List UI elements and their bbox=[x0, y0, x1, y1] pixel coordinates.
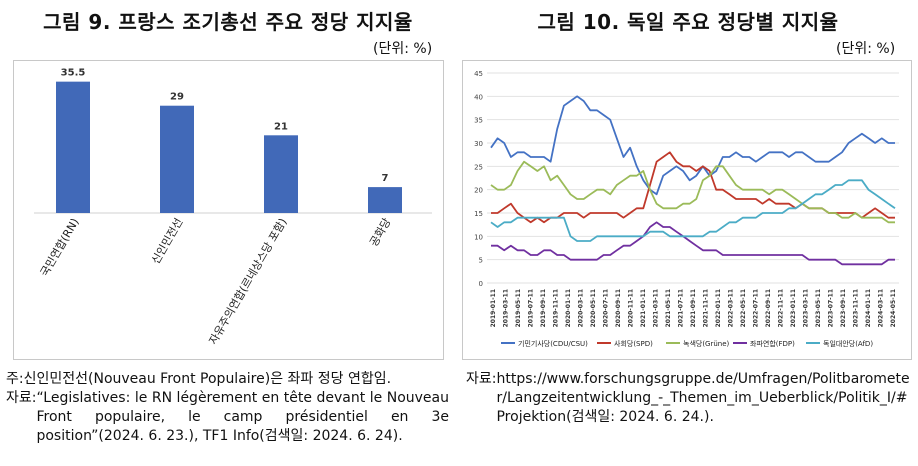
x-tick-label: 2020-01-11 bbox=[565, 289, 572, 327]
y-tick-label: 30 bbox=[474, 140, 483, 148]
source-text: “Legislatives: le RN légèrement en tête … bbox=[36, 390, 449, 444]
x-tick-label: 2020-09-11 bbox=[615, 289, 622, 327]
y-tick-label: 0 bbox=[479, 280, 483, 288]
x-tick-label: 2023-09-11 bbox=[840, 289, 847, 327]
bar-value-label: 7 bbox=[382, 173, 389, 184]
x-tick-label: 2023-05-11 bbox=[815, 289, 822, 327]
line-chart: 0 5 10 15 20 25 30 35 40 45 2019-01-11 2019-03-11 20… bbox=[474, 70, 899, 348]
left-unit-label: (단위: %) bbox=[373, 41, 433, 57]
right-chart-frame: 0 5 10 15 20 25 30 35 40 45 2019-01-11 2019-03-11 20… bbox=[462, 60, 912, 360]
bar-0 bbox=[56, 81, 90, 214]
left-source-row: 자료: “Legislatives: le RN légèrement en t… bbox=[6, 389, 449, 446]
legend-label: 독일대안당(AfD) bbox=[823, 339, 873, 348]
x-tick-label: 2021-11-11 bbox=[703, 289, 710, 327]
x-tick-label: 2021-03-11 bbox=[653, 289, 660, 327]
x-tick-label: 2020-03-11 bbox=[578, 289, 585, 327]
x-tick-label: 2024-05-11 bbox=[890, 289, 897, 327]
x-tick-label: 2023-11-11 bbox=[853, 289, 860, 327]
series-line-gruene bbox=[490, 160, 895, 224]
x-tick-label: 2024-01-11 bbox=[865, 289, 872, 327]
bar-1 bbox=[160, 105, 194, 213]
category-label: 자유주의연합(르네상스당 포함) bbox=[207, 216, 290, 347]
bar-chart: 35.5 국민연합(RN) 29 신인민전선 21 자유주의연합(르네상스당 포함) 7 공화… bbox=[34, 68, 432, 347]
y-tick-label: 25 bbox=[474, 163, 483, 171]
x-tick-label: 2022-07-11 bbox=[753, 289, 760, 327]
right-notes: 자료: https://www.forschungsgruppe.de/Umfr… bbox=[466, 370, 910, 427]
x-tick-label: 2024-03-11 bbox=[878, 289, 885, 327]
left-notes: 주: 신인민전선(Nouveau Front Populaire)은 좌파 정당… bbox=[6, 370, 449, 446]
x-tick-label: 2022-03-11 bbox=[728, 289, 735, 327]
x-tick-label: 2021-05-11 bbox=[665, 289, 672, 327]
x-tick-label: 2021-07-11 bbox=[678, 289, 685, 327]
x-tick-label: 2023-01-11 bbox=[790, 289, 797, 327]
series-line-fdp bbox=[491, 221, 895, 266]
bar-value-label: 29 bbox=[170, 92, 184, 103]
left-figure-title: 그림 9. 프랑스 조기총선 주요 정당 지지율 bbox=[43, 10, 413, 34]
x-tick-label: 2022-11-11 bbox=[778, 289, 785, 327]
right-figure-title: 그림 10. 독일 주요 정당별 지지율 bbox=[537, 10, 839, 34]
bar-value-label: 21 bbox=[274, 121, 288, 132]
y-tick-label: 20 bbox=[474, 187, 483, 195]
legend-label: 녹색당(Grüne) bbox=[683, 339, 730, 348]
series-line-spd bbox=[491, 151, 895, 224]
source-text: https://www.forschungsgruppe.de/Umfragen… bbox=[496, 371, 910, 425]
y-tick-label: 10 bbox=[474, 233, 483, 241]
series-line-afd bbox=[490, 179, 896, 242]
x-tick-label: 2021-09-11 bbox=[690, 289, 697, 327]
y-tick-label: 15 bbox=[474, 210, 483, 218]
x-tick-label: 2023-03-11 bbox=[803, 289, 810, 327]
x-tick-label: 2020-05-11 bbox=[590, 289, 597, 327]
x-tick-label: 2021-01-11 bbox=[640, 289, 647, 327]
x-tick-label: 2022-09-11 bbox=[765, 289, 772, 327]
x-tick-label: 2022-01-11 bbox=[715, 289, 722, 327]
left-note-row: 주: 신인민전선(Nouveau Front Populaire)은 좌파 정당… bbox=[6, 370, 449, 389]
right-source-row: 자료: https://www.forschungsgruppe.de/Umfr… bbox=[466, 370, 910, 427]
source-label: 자료: bbox=[466, 371, 497, 387]
y-tick-label: 40 bbox=[474, 93, 483, 101]
x-tick-label: 2019-07-11 bbox=[528, 289, 535, 327]
y-tick-label: 5 bbox=[479, 257, 483, 265]
x-tick-label: 2023-07-11 bbox=[828, 289, 835, 327]
x-tick-label: 2019-11-11 bbox=[553, 289, 560, 327]
legend-label: 좌파연합(FDP) bbox=[750, 339, 795, 348]
category-label: 국민연합(RN) bbox=[38, 216, 82, 279]
bar-2 bbox=[264, 135, 298, 213]
x-tick-label: 2020-11-11 bbox=[628, 289, 635, 327]
legend-label: 사회당(SPD) bbox=[614, 339, 653, 348]
source-label: 자료: bbox=[6, 390, 37, 406]
category-label: 공화당 bbox=[367, 216, 393, 249]
x-tick-label: 2020-07-11 bbox=[603, 289, 610, 327]
left-figure-panel: 그림 9. 프랑스 조기총선 주요 정당 지지율 (단위: %) 35.5 국민연… bbox=[0, 0, 456, 466]
x-tick-label: 2019-05-11 bbox=[515, 289, 522, 327]
note-label: 주: bbox=[6, 371, 24, 387]
bar-value-label: 35.5 bbox=[61, 68, 86, 79]
x-tick-label: 2019-01-11 bbox=[490, 289, 497, 327]
left-chart-frame: 35.5 국민연합(RN) 29 신인민전선 21 자유주의연합(르네상스당 포함) 7 공화… bbox=[13, 60, 444, 360]
right-figure-panel: 그림 10. 독일 주요 정당별 지지율 (단위: %) 0 5 10 15 20 25 3… bbox=[458, 0, 918, 466]
right-unit-label: (단위: %) bbox=[836, 41, 896, 57]
x-tick-label: 2019-09-11 bbox=[540, 289, 547, 327]
series-line-cdu bbox=[490, 95, 895, 196]
note-text: 신인민전선(Nouveau Front Populaire)은 좌파 정당 연합… bbox=[23, 371, 392, 387]
y-tick-label: 45 bbox=[474, 70, 483, 78]
legend-label: 기민기사당(CDU/CSU) bbox=[518, 339, 588, 348]
bar-3 bbox=[368, 187, 402, 213]
category-label: 신인민전선 bbox=[149, 216, 186, 266]
x-tick-label: 2019-03-11 bbox=[503, 289, 510, 327]
y-tick-label: 35 bbox=[474, 117, 483, 125]
x-tick-label: 2022-05-11 bbox=[740, 289, 747, 327]
